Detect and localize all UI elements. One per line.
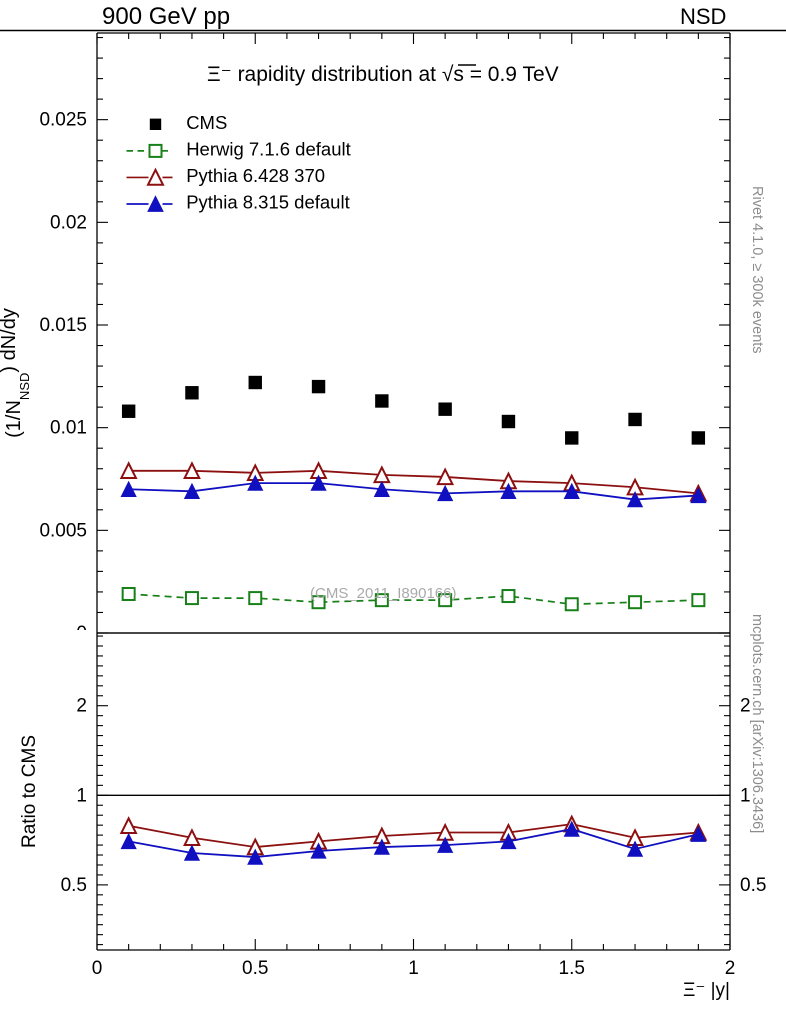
svg-text:0.025: 0.025 [39,110,87,131]
svg-text:Ratio to CMS: Ratio to CMS [19,735,40,848]
svg-text:(CMS_2011_I890166): (CMS_2011_I890166) [310,585,456,602]
svg-text:Pythia 8.315 default: Pythia 8.315 default [186,192,350,213]
svg-text:1.5: 1.5 [559,958,585,979]
svg-text:0.5: 0.5 [242,958,268,979]
svg-text:0.005: 0.005 [39,520,87,541]
svg-text:Herwig 7.1.6 default: Herwig 7.1.6 default [186,138,351,159]
svg-text:1: 1 [76,785,87,806]
svg-text:1: 1 [740,785,751,806]
svg-text:2: 2 [740,696,751,717]
svg-text:mcplots.cern.ch [arXiv:1306.34: mcplots.cern.ch [arXiv:1306.3436] [749,614,765,833]
svg-text:CMS: CMS [186,112,227,133]
svg-text:2: 2 [76,696,87,717]
svg-text:Pythia 6.428 370: Pythia 6.428 370 [186,165,325,186]
svg-text:0.01: 0.01 [50,418,87,439]
svg-text:0.5: 0.5 [740,875,766,896]
svg-text:0.5: 0.5 [61,875,87,896]
svg-text:NSD: NSD [680,4,726,29]
svg-text:2: 2 [725,958,736,979]
svg-text:0: 0 [92,958,103,979]
svg-text:0.015: 0.015 [39,315,87,336]
svg-text:Rivet 4.1.0, ≥ 300k events: Rivet 4.1.0, ≥ 300k events [749,186,765,354]
svg-text:900 GeV pp: 900 GeV pp [102,3,230,30]
svg-text:0.02: 0.02 [50,212,87,233]
svg-text:Ξ⁻ rapidity distribution at √s: Ξ⁻ rapidity distribution at √s = 0.9 TeV [207,63,559,86]
svg-text:1: 1 [408,958,419,979]
svg-text:Ξ⁻ |y|: Ξ⁻ |y| [683,980,730,1001]
